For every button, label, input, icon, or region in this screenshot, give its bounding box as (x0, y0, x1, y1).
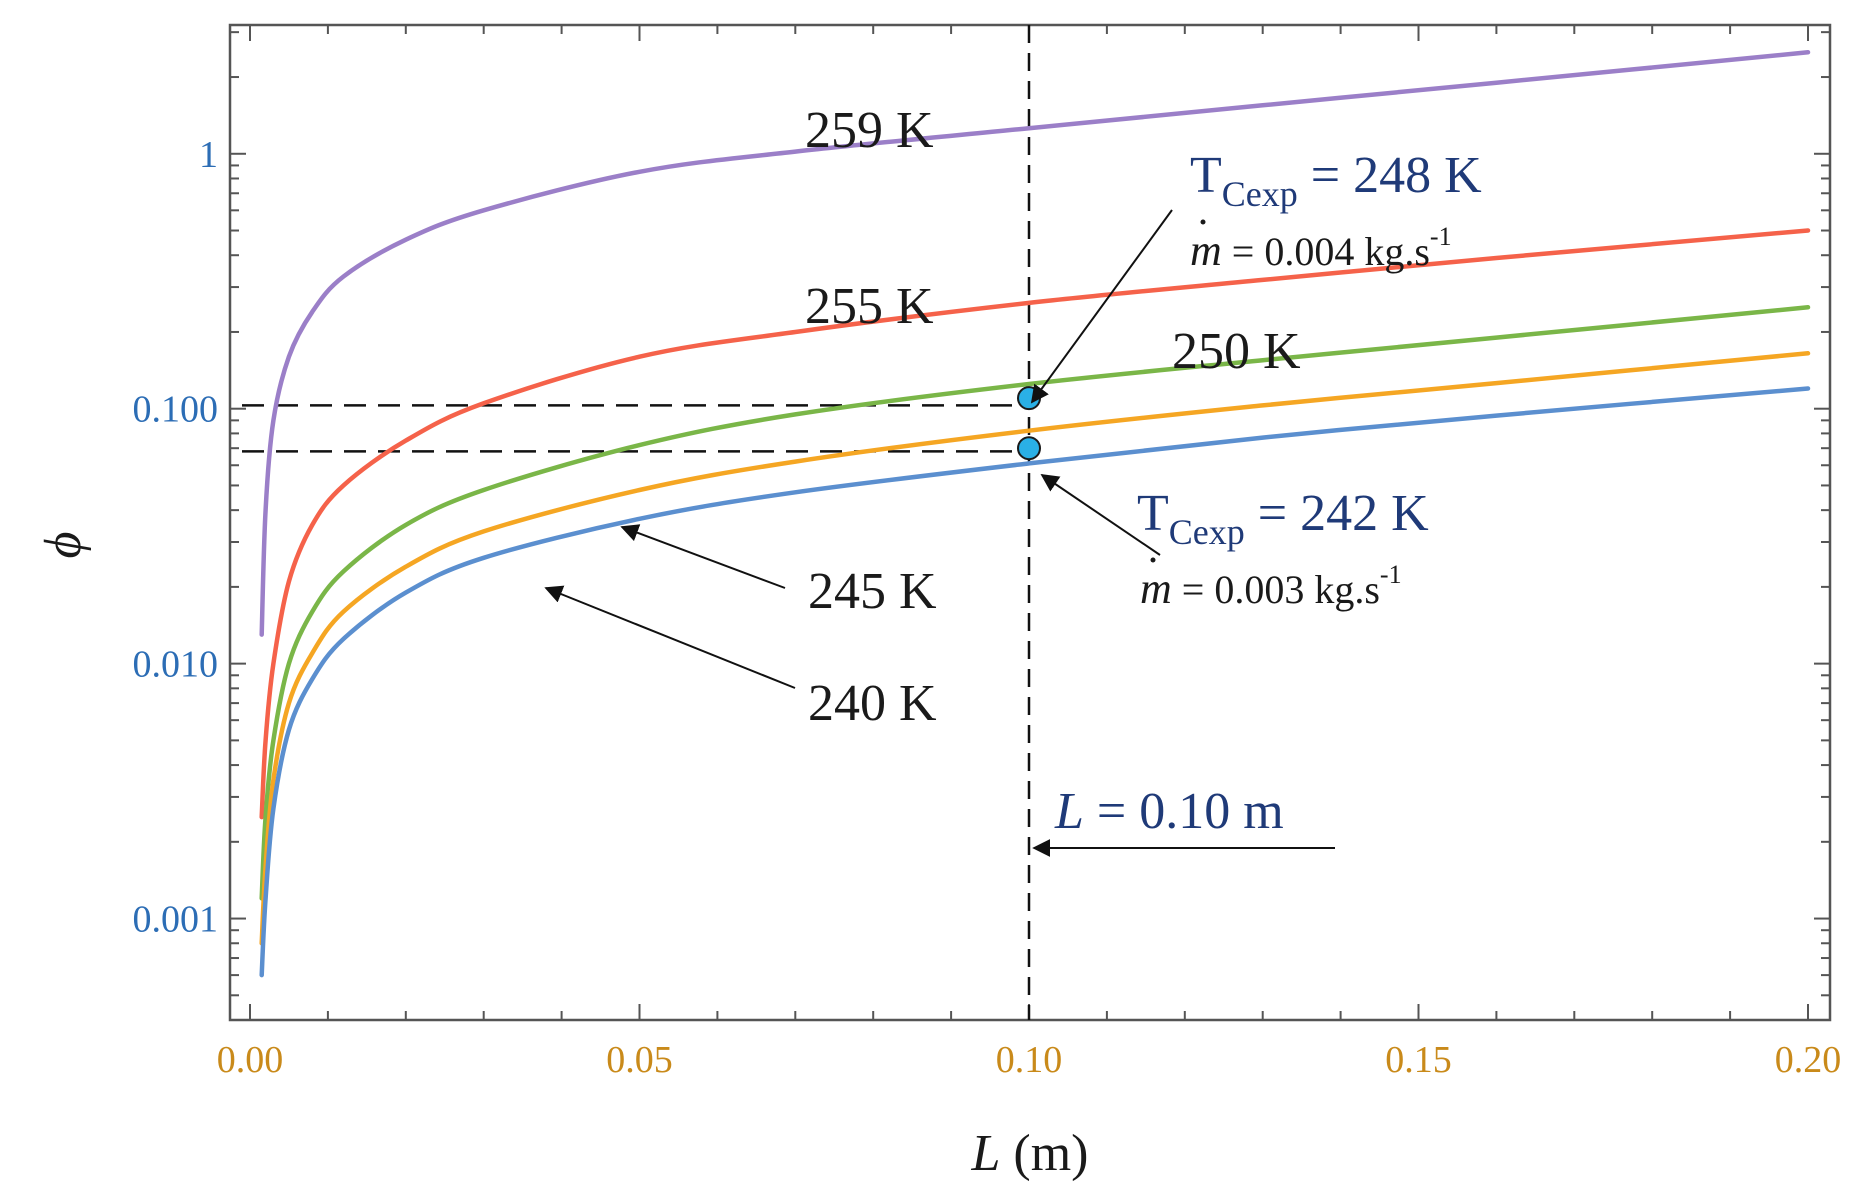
flow-lower-exponent: -1 (1380, 560, 1402, 589)
x-tick-label: 0.10 (996, 1039, 1063, 1081)
arrow-245 (620, 524, 786, 589)
series-line-255-k (259, 228, 1811, 820)
series-line-250-k (259, 305, 1811, 901)
curve-label-245: 245 K (808, 563, 937, 620)
tcexp-lower-prefix: T (1137, 485, 1169, 542)
x-tick-label: 0.00 (217, 1039, 284, 1081)
flow-lower-symbol: m (1140, 564, 1172, 613)
data-marker-upper (1017, 386, 1041, 411)
x-tick-label: 0.20 (1775, 1039, 1842, 1081)
y-tick-label: 0.100 (133, 389, 219, 431)
x-tick-label: 0.05 (606, 1039, 673, 1081)
data-marker-lower (1017, 436, 1041, 461)
curve-label-250: 250 K (1172, 323, 1301, 380)
tcexp-upper-suffix: = 248 K (1298, 147, 1482, 204)
arrow-240 (544, 585, 796, 689)
flow-upper-symbol: m (1190, 226, 1222, 275)
tcexp-lower-subscript: Cexp (1169, 512, 1245, 552)
y-axis-title: ϕ (35, 532, 92, 559)
x-axis-variable: L (970, 1125, 1000, 1182)
length-variable: L (1054, 783, 1084, 840)
flow-lower-text: = 0.003 kg.s (1172, 567, 1380, 612)
curve-label-259: 259 K (805, 102, 934, 159)
arrow-tcexp-lower (1040, 473, 1161, 556)
y-tick-label: 1 (199, 134, 218, 176)
flow-upper-label: m = 0.004 kg.s-1 (1190, 222, 1452, 275)
series-line-245-k (259, 351, 1811, 946)
tcexp-upper-label: TCexp = 248 K (1190, 147, 1482, 214)
x-axis-unit: (m) (1000, 1125, 1088, 1182)
curve-label-240: 240 K (808, 675, 937, 732)
arrow-tcexp-upper (1030, 209, 1173, 404)
curve-label-255: 255 K (805, 278, 934, 335)
flow-upper-text: = 0.004 kg.s (1222, 229, 1430, 274)
x-axis-title: L (m) (970, 1125, 1088, 1182)
length-text: = 0.10 m (1084, 783, 1284, 840)
series-line-240-k (259, 386, 1811, 978)
length-annotation: L = 0.10 m (1054, 783, 1284, 840)
x-tick-labels: 0.00 0.05 0.10 0.15 0.20 (217, 1039, 1842, 1081)
tcexp-lower-suffix: = 242 K (1245, 485, 1429, 542)
y-tick-labels: 0.001 0.010 0.100 1 (133, 134, 219, 941)
reference-lines (242, 25, 1031, 1020)
series-line-259-k (259, 50, 1811, 637)
flow-lower-dot (1150, 557, 1156, 563)
y-tick-label: 0.001 (133, 899, 219, 941)
tcexp-lower-label: TCexp = 242 K (1137, 485, 1429, 552)
y-tick-label: 0.010 (133, 644, 219, 686)
series-group (259, 50, 1811, 978)
flow-upper-exponent: -1 (1430, 222, 1452, 251)
tcexp-upper-prefix: T (1190, 147, 1222, 204)
tcexp-upper-subscript: Cexp (1222, 174, 1298, 214)
x-tick-label: 0.15 (1385, 1039, 1452, 1081)
flow-upper-dot (1200, 219, 1206, 225)
flow-lower-label: m = 0.003 kg.s-1 (1140, 560, 1402, 613)
